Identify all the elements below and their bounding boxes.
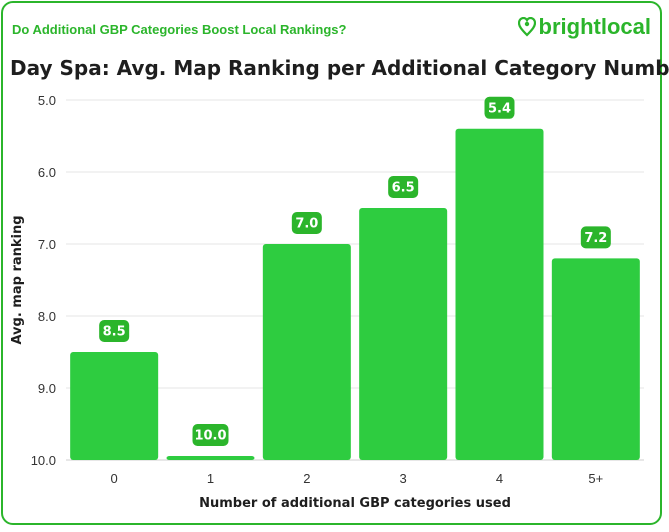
bar-label-bg [388,176,419,198]
x-tick-label: 1 [207,471,214,486]
bar-label-bg [580,226,611,249]
heart-pin-icon [517,17,536,37]
y-axis-title: Avg. map ranking [10,215,25,344]
bar [551,258,640,460]
x-tick-label: 4 [496,471,503,486]
x-tick-label: 5+ [588,471,603,486]
brand-name: brightlocal [538,14,651,39]
bar [455,128,544,461]
y-tick-label: 10.0 [31,453,56,468]
bar-label-bg [99,320,130,342]
bar [359,208,448,460]
y-tick-label: 8.0 [38,309,56,324]
bar-value-label: 7.2 [584,231,607,246]
x-axis-title: Number of additional GBP categories used [199,496,511,511]
bar-label-bg [192,424,229,446]
bar-label-bg [484,96,515,119]
y-tick-label: 6.0 [38,165,56,180]
bar-value-label: 5.4 [488,101,511,116]
x-tick-label: 2 [303,471,310,486]
bar [166,456,255,460]
brand-logo: brightlocal [517,14,651,40]
banner-title: Do Additional GBP Categories Boost Local… [12,22,347,37]
y-axis-ticks: 5.0 6.0 7.0 8.0 9.0 10.0 [31,93,56,468]
chart-title: Day Spa: Avg. Map Ranking per Additional… [10,56,669,80]
bar-value-label: 10.0 [194,429,226,444]
y-tick-label: 7.0 [38,237,56,252]
bar [70,352,159,460]
bar [262,244,351,460]
bar-value-label: 7.0 [295,217,318,232]
bar-value-label: 6.5 [392,181,415,196]
bar-value-label: 8.5 [103,325,126,340]
x-axis-ticks: 0 1 2 3 4 5+ [111,471,604,486]
bar-label-bg [291,212,322,234]
y-tick-label: 5.0 [38,93,56,108]
bars: 8.5 10.0 7.0 6.5 5.4 7.2 [70,96,640,461]
y-tick-label: 9.0 [38,381,56,396]
x-tick-label: 0 [111,471,118,486]
gridlines [66,99,644,461]
x-tick-label: 3 [400,471,407,486]
